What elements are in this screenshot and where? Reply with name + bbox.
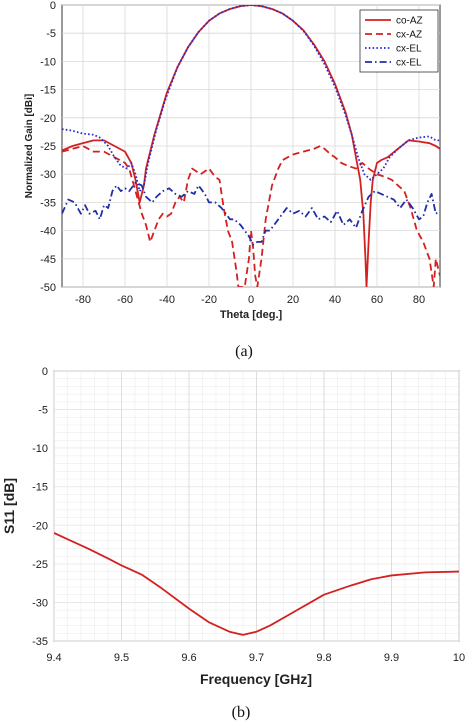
x-tick-label: 0 <box>248 294 254 306</box>
y-tick-label: -5 <box>46 28 56 40</box>
x-tick-label: 40 <box>329 294 341 306</box>
y-tick-label: -50 <box>40 282 56 294</box>
x-tick-label: 9.5 <box>114 652 129 664</box>
y-axis-label: S11 [dB] <box>1 478 17 534</box>
y-axis: 0 -5 -10 -15 -20 -25 -30 -35 -40 -45 -50 <box>40 0 56 294</box>
y-tick-label: -30 <box>32 597 48 609</box>
legend-label: co-AZ <box>396 16 423 27</box>
x-axis: -80 -60 -40 -20 0 20 40 60 80 <box>75 294 425 306</box>
x-tick-label: 20 <box>287 294 299 306</box>
y-axis-label: Normalized Gain [dBi] <box>24 94 35 198</box>
legend-label: cx-EL <box>396 58 422 69</box>
grid <box>53 370 460 642</box>
series-line-3 <box>62 5 440 193</box>
x-tick-label: 60 <box>371 294 383 306</box>
legend-label: cx-AZ <box>396 30 422 41</box>
x-axis-label: Frequency [GHz] <box>200 671 312 687</box>
x-axis-label: Theta [deg.] <box>220 309 283 321</box>
x-tick-label: 9.4 <box>46 652 61 664</box>
y-tick-label: -25 <box>32 559 48 571</box>
y-tick-label: -15 <box>32 482 48 494</box>
y-tick-label: -30 <box>40 169 56 181</box>
caption-a: (a) <box>235 343 253 360</box>
y-tick-label: -20 <box>32 520 48 532</box>
legend: co-AZ cx-AZ cx-EL cx-EL <box>359 9 439 73</box>
x-tick-label: 9.9 <box>384 652 399 664</box>
y-tick-label: -15 <box>40 85 56 97</box>
radiation-pattern-chart: 0 -5 -10 -15 -20 -25 -30 -35 -40 -45 -50 -80 -60 -40… <box>24 0 441 360</box>
series-line-4 <box>62 181 440 246</box>
y-tick-label: -25 <box>40 141 56 153</box>
y-tick-label: -20 <box>40 113 56 125</box>
y-axis: 0 -5 -10 -15 -20 -25 -30 -35 <box>32 366 48 648</box>
x-tick-label: 9.8 <box>316 652 331 664</box>
grid <box>62 4 440 288</box>
y-tick-label: 0 <box>42 366 48 378</box>
x-axis: 9.4 9.5 9.6 9.7 9.8 9.9 10 <box>46 652 465 664</box>
x-tick-label: 10 <box>453 652 465 664</box>
legend-label: cx-EL <box>396 44 422 55</box>
x-tick-label: 80 <box>413 294 425 306</box>
s11-chart: 0 -5 -10 -15 -20 -25 -30 -35 9.4 9.5 9.6 9.7 9.8 9.9… <box>1 366 465 721</box>
y-tick-label: -10 <box>32 443 48 455</box>
series-lines <box>62 5 440 287</box>
x-tick-label: -40 <box>159 294 175 306</box>
y-tick-label: -5 <box>38 405 48 417</box>
y-tick-label: -45 <box>40 254 56 266</box>
y-tick-label: 0 <box>50 0 56 12</box>
series-lines <box>54 532 459 636</box>
x-tick-label: 9.6 <box>181 652 196 664</box>
x-tick-label: 9.7 <box>249 652 264 664</box>
x-tick-label: -20 <box>201 294 217 306</box>
y-tick-label: -40 <box>40 226 56 238</box>
y-tick-label: -35 <box>40 197 56 209</box>
series-line-2 <box>62 145 440 287</box>
x-tick-label: -60 <box>117 294 133 306</box>
series-line-1 <box>54 532 459 636</box>
y-tick-label: -35 <box>32 636 48 648</box>
caption-b: (b) <box>232 704 251 721</box>
x-tick-label: -80 <box>75 294 91 306</box>
y-tick-label: -10 <box>40 56 56 68</box>
